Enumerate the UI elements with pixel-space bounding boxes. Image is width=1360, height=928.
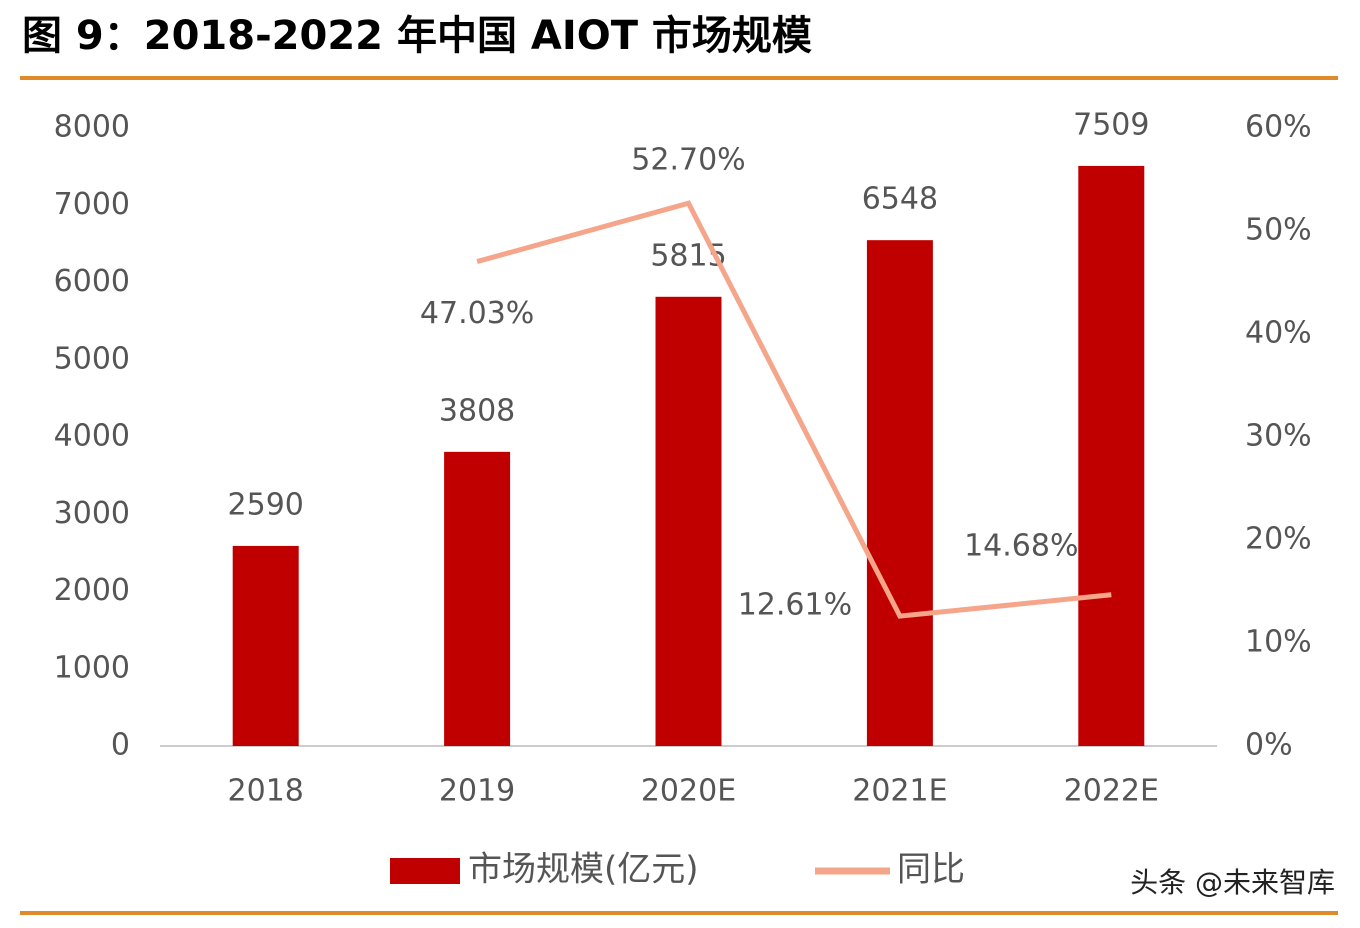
bar	[655, 296, 722, 746]
x-tick-label: 2019	[439, 774, 515, 809]
line-value-label: 47.03%	[420, 296, 534, 331]
y2-tick-label: 20%	[1245, 522, 1312, 557]
line-value-label: 14.68%	[964, 528, 1078, 563]
bar	[444, 451, 511, 746]
bar	[232, 545, 299, 746]
x-tick-label: 2022E	[1064, 774, 1159, 809]
x-tick-label: 2021E	[852, 774, 947, 809]
chart-title: 图 9：2018-2022 年中国 AIOT 市场规模	[22, 13, 812, 59]
y-tick-label: 6000	[54, 264, 130, 299]
y2-tick-label: 40%	[1245, 316, 1312, 351]
bar	[866, 240, 933, 747]
bar-value-label: 2590	[228, 487, 304, 522]
x-tick-label: 2020E	[641, 774, 736, 809]
bar-value-label: 3808	[439, 393, 515, 428]
legend-label: 同比	[897, 850, 965, 890]
legend-swatch	[390, 858, 460, 884]
y-tick-label: 7000	[54, 187, 130, 222]
y-tick-label: 3000	[54, 496, 130, 531]
line-value-label: 12.61%	[738, 588, 852, 623]
watermark: 头条 @未来智库	[1130, 866, 1335, 899]
y2-tick-label: 30%	[1245, 419, 1312, 454]
legend-label: 市场规模(亿元)	[468, 850, 699, 890]
line	[476, 200, 1112, 619]
bar-value-label: 6548	[862, 182, 938, 217]
y-tick-label: 1000	[54, 650, 130, 685]
y2-tick-label: 10%	[1245, 625, 1312, 660]
y2-tick-label: 0%	[1245, 728, 1293, 763]
bar	[1078, 165, 1145, 746]
x-tick-label: 2018	[228, 774, 304, 809]
y-tick-label: 2000	[54, 573, 130, 608]
y2-tick-label: 60%	[1245, 110, 1312, 145]
y-tick-label: 5000	[54, 341, 130, 376]
y2-tick-label: 50%	[1245, 213, 1312, 248]
bar-value-label: 7509	[1073, 107, 1149, 142]
y-tick-label: 0	[111, 728, 130, 763]
y-tick-label: 4000	[54, 419, 130, 454]
line-value-label: 52.70%	[631, 143, 745, 178]
y-tick-label: 8000	[54, 110, 130, 145]
